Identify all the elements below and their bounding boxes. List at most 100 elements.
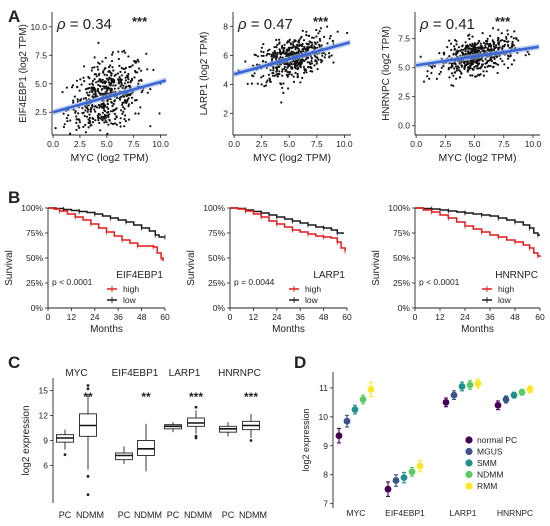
mean-point-rmm xyxy=(526,385,534,393)
scatter-point xyxy=(492,45,496,48)
scatter-point xyxy=(117,87,120,90)
y-tick-label: 2 xyxy=(223,108,228,118)
scatter-point xyxy=(99,129,102,132)
scatter-point xyxy=(98,72,101,75)
significance-stars: *** xyxy=(189,390,203,404)
scatter-point xyxy=(501,60,504,63)
scatter-point xyxy=(495,44,498,47)
scatter-point xyxy=(92,93,95,96)
scatter-point xyxy=(279,49,282,53)
scatter-point xyxy=(315,35,318,38)
trend-line xyxy=(52,79,167,114)
scatter-point xyxy=(105,74,109,77)
mean-point-ndmm xyxy=(466,381,474,389)
scatter-point xyxy=(285,68,288,71)
scatter-point xyxy=(94,105,97,108)
scatter-point xyxy=(471,35,474,38)
scatter-point xyxy=(102,102,105,105)
scatter-point xyxy=(76,100,79,103)
scatter-point xyxy=(492,43,496,46)
scatter-point xyxy=(97,119,100,122)
scatter-point xyxy=(301,29,304,32)
y-tick-label: 10.0 xyxy=(30,22,47,32)
scatter-point xyxy=(117,82,120,85)
scatter-point xyxy=(269,69,272,72)
y-tick-label: 0% xyxy=(398,303,411,313)
scatter-point xyxy=(101,60,104,63)
mean-point-mgus xyxy=(343,417,351,425)
p-value-annotation: p < 0.0001 xyxy=(419,277,460,287)
scatter-point xyxy=(276,75,279,78)
x-axis-label: Months xyxy=(272,324,305,335)
x-tick-label: 0.0 xyxy=(410,139,422,149)
scatter-point xyxy=(312,36,315,39)
scatter-point xyxy=(281,74,284,77)
scatter-point xyxy=(497,28,500,31)
x-axis-label: Months xyxy=(461,324,494,335)
scatter-point xyxy=(121,50,124,53)
scatter-point xyxy=(100,116,103,120)
scatter-point xyxy=(114,117,117,121)
scatter-point xyxy=(91,82,94,85)
scatter-point xyxy=(84,97,87,100)
scatter-point xyxy=(515,37,518,41)
legend-swatch xyxy=(465,482,473,490)
scatter-point xyxy=(91,79,95,83)
scatter-plot-3: 0.0 2.5 5.0 7.5 0.0 2.5 5.0 7.5 10.0 MYC (log2 TP… xyxy=(381,12,542,164)
scatter-point xyxy=(62,125,65,129)
scatter-point xyxy=(468,47,471,50)
mean-point-mgus xyxy=(502,396,510,403)
rho-value: = 0.47 xyxy=(247,16,293,33)
scatter-point xyxy=(253,53,256,56)
scatter-point xyxy=(65,117,69,120)
scatter-point xyxy=(120,74,123,77)
scatter-point xyxy=(137,82,140,85)
gene-legend-title: HNRNPC xyxy=(495,270,538,281)
x-tick-label: 2.5 xyxy=(439,139,451,149)
scatter-point xyxy=(85,115,89,118)
y-tick-label: 7.5 xyxy=(35,50,47,60)
scatter-point xyxy=(306,43,309,46)
scatter-point xyxy=(438,52,441,55)
scatter-point xyxy=(489,64,492,68)
scatter-point xyxy=(288,52,291,56)
scatter-point xyxy=(482,41,486,45)
y-tick-label: 10 xyxy=(319,412,329,422)
mean-point-smm xyxy=(510,391,518,399)
y-axis-label: Survival xyxy=(4,250,15,286)
scatter-point xyxy=(124,120,127,123)
scatter-point xyxy=(497,36,500,40)
outlier-point xyxy=(86,493,90,497)
survival-plot-2: 0% 25% 50% 75% 100% 0 12 24 36 48 60 Months Survival… xyxy=(186,203,352,335)
legend-label-low: low xyxy=(305,295,319,305)
scatter-point xyxy=(475,43,478,46)
outlier-point xyxy=(249,439,253,442)
scatter-point xyxy=(419,55,422,58)
scatter-point xyxy=(474,46,477,49)
scatter-point xyxy=(453,48,456,51)
scatter-point xyxy=(305,71,308,74)
x-tick-label: 0 xyxy=(413,312,418,322)
scatter-point xyxy=(466,66,469,69)
scatter-point xyxy=(71,84,75,87)
scatter-point xyxy=(109,89,112,92)
scatter-point xyxy=(464,52,467,56)
scatter-point xyxy=(86,107,89,110)
scatter-point xyxy=(88,120,91,123)
scatter-point xyxy=(98,91,101,94)
scatter-point xyxy=(82,125,85,128)
x-tick-label: 2.5 xyxy=(74,139,86,149)
x-tick-label: 60 xyxy=(160,312,170,322)
scatter-point xyxy=(280,46,283,50)
scatter-point xyxy=(110,122,113,125)
scatter-point xyxy=(296,51,299,54)
scatter-point xyxy=(122,106,125,109)
scatter-point xyxy=(275,38,278,42)
scatter-point xyxy=(290,73,293,76)
scatter-point xyxy=(296,72,299,76)
y-tick-label: 2.5 xyxy=(35,107,47,117)
scatter-point xyxy=(278,65,281,68)
scatter-point xyxy=(488,48,491,52)
scatter-point xyxy=(310,66,313,69)
y-tick-label: 0% xyxy=(213,303,226,313)
